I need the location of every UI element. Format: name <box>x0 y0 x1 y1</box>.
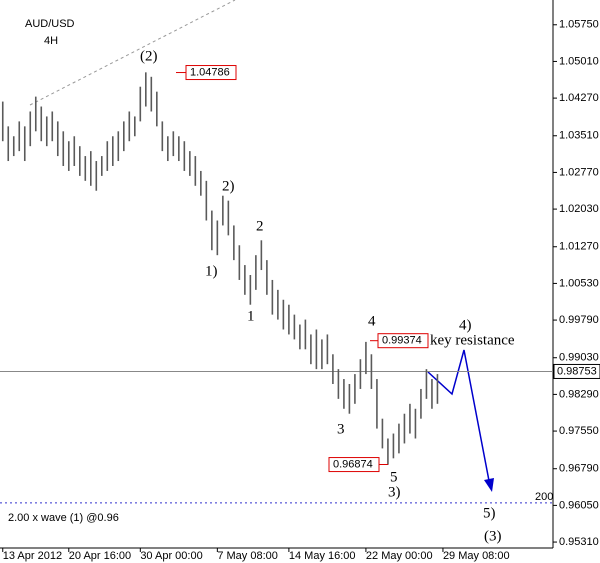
x-tick-label: 14 May 16:00 <box>289 550 356 562</box>
x-tick-label: 7 May 08:00 <box>217 550 278 562</box>
price-box <box>328 457 380 473</box>
trend-line <box>29 0 236 106</box>
annotation: (2) <box>140 48 158 64</box>
annotation: (3) <box>484 528 502 544</box>
y-tick-label: 1.02770 <box>559 166 599 178</box>
y-tick-label: 0.95310 <box>559 536 599 548</box>
annotation: 5 <box>390 469 398 485</box>
chart-title: AUD/USD <box>25 18 75 30</box>
annotation: key resistance <box>430 332 515 348</box>
annotation: 4 <box>368 313 376 329</box>
current-price-box <box>553 363 600 379</box>
x-tick-label: 29 May 08:00 <box>443 550 510 562</box>
annotation: 2 <box>256 218 264 234</box>
x-tick-label: 20 Apr 16:00 <box>69 550 131 562</box>
x-tick-label: 13 Apr 2012 <box>3 550 62 562</box>
annotation: 1 <box>247 308 255 324</box>
price-label: 0.96874 <box>333 458 373 470</box>
price-box <box>377 333 429 349</box>
y-tick-label: 1.05750 <box>559 19 599 31</box>
annotation: 4) <box>459 317 472 333</box>
y-tick-label: 1.00530 <box>559 277 599 289</box>
chart-subtitle: 4H <box>44 35 58 47</box>
annotation: 1) <box>205 263 218 279</box>
y-tick-label: 0.98290 <box>559 388 599 400</box>
y-tick-label: 0.96790 <box>559 463 599 475</box>
annotation: 2) <box>222 178 235 194</box>
y-tick-label: 0.96050 <box>559 499 599 511</box>
current-price-label: 0.98753 <box>557 365 597 377</box>
y-tick-label: 1.03510 <box>559 130 599 142</box>
x-tick-label: 30 Apr 00:00 <box>140 550 202 562</box>
y-tick-label: 0.97550 <box>559 425 599 437</box>
price-label: 1.04786 <box>190 66 230 78</box>
forecast-arrow <box>484 478 494 492</box>
annotation: 2.00 x wave (1) @0.96 <box>8 512 119 524</box>
annotation: 3) <box>388 484 401 500</box>
y-tick-label: 1.01270 <box>559 241 599 253</box>
y-tick-label: 0.99030 <box>559 352 599 364</box>
annotation: 5) <box>483 505 496 521</box>
y-tick-label: 1.04270 <box>559 92 599 104</box>
price-label: 0.99374 <box>382 335 422 347</box>
price-box <box>185 65 237 81</box>
y-tick-label: 0.99790 <box>559 314 599 326</box>
annotation: 3 <box>337 421 345 437</box>
x-tick-label: 22 May 00:00 <box>366 550 433 562</box>
forecast-path <box>427 349 491 487</box>
y-tick-label: 1.05010 <box>559 55 599 67</box>
y-tick-label: 1.02030 <box>559 203 599 215</box>
annotation: 200 <box>535 491 553 503</box>
